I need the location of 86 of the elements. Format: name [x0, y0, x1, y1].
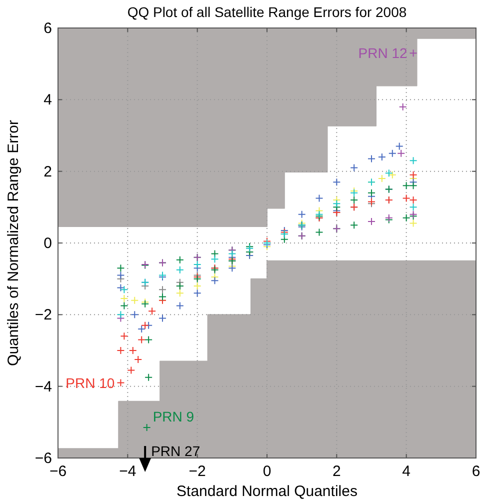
point	[176, 289, 184, 298]
point	[315, 228, 324, 236]
point	[193, 289, 202, 298]
point	[141, 321, 150, 330]
x-tick-label: 0	[262, 463, 272, 480]
y-tick-label: −2	[34, 306, 52, 324]
point	[120, 294, 128, 303]
point	[158, 286, 166, 294]
y-axis-title: Quantiles of Normalized Range Error	[5, 120, 22, 366]
point	[409, 203, 418, 212]
point	[350, 196, 358, 204]
point	[130, 310, 139, 319]
point	[298, 210, 306, 218]
point	[120, 302, 128, 310]
point	[116, 346, 125, 354]
point	[402, 214, 410, 222]
point	[142, 424, 151, 432]
point	[409, 182, 418, 190]
point	[368, 188, 376, 197]
point	[193, 260, 202, 268]
point	[158, 292, 166, 301]
point	[193, 282, 202, 290]
point	[409, 156, 418, 165]
point	[210, 250, 219, 258]
y-tick-label: 2	[44, 163, 52, 180]
point	[350, 164, 358, 172]
point	[395, 142, 404, 150]
point	[176, 302, 184, 310]
point	[378, 174, 386, 182]
point	[388, 149, 396, 158]
point	[138, 336, 146, 344]
point	[116, 378, 125, 387]
point	[368, 154, 376, 163]
y-tick-label: 0	[44, 235, 52, 252]
point	[210, 255, 219, 264]
x-tick-label: 2	[332, 463, 341, 480]
point	[120, 332, 128, 340]
point	[120, 286, 128, 294]
point	[127, 366, 136, 374]
annotation: PRN 9	[152, 408, 194, 425]
point	[402, 182, 410, 190]
point	[116, 264, 125, 272]
point	[116, 310, 125, 319]
point	[158, 314, 166, 322]
point	[130, 296, 139, 304]
y-tick-label: 6	[44, 20, 52, 37]
annotation: PRN 10	[66, 374, 115, 391]
point	[138, 325, 146, 333]
point	[315, 194, 324, 202]
point	[116, 271, 125, 280]
point	[210, 276, 219, 285]
annotation: PRN 12	[358, 45, 408, 62]
point	[116, 284, 125, 292]
y-tick-label: −4	[34, 378, 52, 396]
point	[409, 196, 418, 204]
chart-title: QQ Plot of all Satellite Range Errors for 2008	[127, 4, 407, 20]
point	[128, 346, 137, 354]
point	[148, 307, 156, 316]
point	[402, 194, 410, 202]
point	[144, 336, 153, 344]
point	[144, 373, 153, 382]
y-tick-label: −6	[34, 450, 52, 467]
y-tick-label: 4	[44, 92, 52, 109]
point	[176, 256, 184, 264]
point	[176, 266, 184, 274]
point	[398, 102, 407, 111]
annotation: PRN 27	[151, 443, 200, 459]
x-tick-label: 4	[402, 463, 411, 480]
point	[388, 170, 396, 179]
x-axis-title: Standard Normal Quantiles	[176, 483, 358, 500]
point	[409, 49, 418, 58]
x-tick-label: 6	[472, 463, 480, 480]
point	[332, 178, 341, 186]
point	[228, 250, 236, 258]
point	[280, 235, 288, 244]
point	[409, 219, 418, 228]
point	[332, 200, 341, 208]
x-tick-label: −4	[119, 463, 136, 480]
point	[397, 149, 406, 158]
point	[350, 221, 358, 230]
point	[384, 169, 393, 178]
point	[378, 153, 386, 161]
point	[409, 170, 418, 179]
point	[368, 218, 376, 226]
x-tick-label: −2	[188, 463, 206, 480]
point	[134, 355, 142, 364]
